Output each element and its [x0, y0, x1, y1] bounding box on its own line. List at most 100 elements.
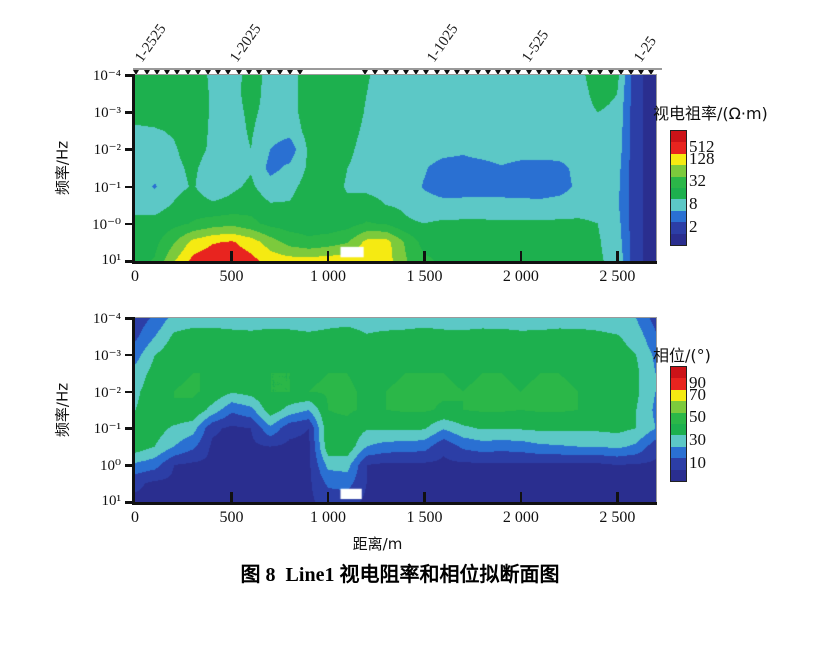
- y-tick-label: 10⁻¹: [93, 421, 121, 438]
- x-tick: [616, 251, 619, 261]
- station-label: 1-25: [630, 33, 660, 66]
- legend-tick-label: 10: [689, 452, 706, 472]
- apparent-resistivity-pseudosection-y-axis-title: 频率/Hz: [53, 140, 72, 196]
- phase-pseudosection-y-axis-title: 频率/Hz: [53, 382, 72, 438]
- station-tick-icon: [276, 70, 283, 75]
- phase-pseudosection-bottom-spine: [132, 502, 657, 505]
- y-tick-label: 10⁻²: [93, 142, 121, 159]
- phase-pseudosection-legend-title: 相位/(°): [653, 346, 711, 365]
- x-tick: [230, 251, 233, 261]
- apparent-resistivity-pseudosection-left-spine: [132, 74, 135, 264]
- x-tick: [519, 492, 523, 502]
- station-tick-icon: [164, 70, 171, 75]
- legend-tick-label: 128: [689, 148, 715, 168]
- resistivity-pseudosection: [135, 75, 656, 261]
- figure-caption: 图 8 Line1 视电阻率和相位拟断面图: [241, 558, 560, 587]
- legend-color-segment: [671, 367, 686, 379]
- station-tick-icon: [413, 70, 420, 75]
- phase-pseudosection-left-spine: [132, 317, 135, 505]
- y-tick-label: 10⁻¹: [93, 179, 121, 196]
- phase-pseudosection-top-frame: [135, 317, 657, 318]
- station-line: [133, 68, 662, 70]
- legend-color-segment: [671, 187, 686, 200]
- apparent-resistivity-pseudosection-legend-title: 视电祖率/(Ω·m): [653, 104, 768, 123]
- x-tick-label: 500: [219, 509, 244, 526]
- station-tick-icon: [194, 70, 201, 75]
- y-tick: [125, 427, 133, 430]
- phase-pseudosection: [135, 318, 656, 502]
- x-tick: [519, 251, 523, 261]
- station-tick-icon: [174, 70, 181, 75]
- station-tick-icon: [576, 70, 583, 75]
- legend-tick-label: 512: [689, 137, 715, 157]
- station-tick-icon: [245, 70, 252, 75]
- y-tick-label: 10¹: [101, 252, 122, 268]
- station-tick-icon: [402, 70, 409, 75]
- y-tick-label: 10⁻³: [93, 347, 121, 364]
- station-tick-icon: [505, 70, 512, 75]
- legend-color-segment: [671, 131, 686, 143]
- x-tick-label: 1 000: [309, 509, 346, 526]
- legend-tick-label: 90: [689, 373, 706, 393]
- legend-color-segment: [671, 469, 686, 481]
- x-tick-label: 1 500: [406, 509, 443, 526]
- station-tick-icon: [143, 70, 150, 75]
- station-tick-icon: [184, 70, 191, 75]
- station-tick-icon: [638, 70, 645, 75]
- x-tick: [423, 492, 426, 502]
- x-tick: [423, 251, 426, 261]
- x-tick-label: 500: [219, 268, 244, 285]
- y-tick-label: 10⁻⁴: [92, 68, 121, 84]
- legend-tick-label: 32: [689, 171, 706, 191]
- y-tick: [125, 148, 133, 151]
- legend-color-segment: [671, 389, 686, 402]
- station-tick-icon: [474, 70, 481, 75]
- legend-color-segment: [671, 412, 686, 424]
- legend-tick-label: 8: [689, 194, 698, 214]
- x-tick-label: 1 500: [406, 268, 443, 285]
- station-tick-icon: [392, 70, 399, 75]
- x-tick-label: 2 000: [502, 509, 539, 526]
- y-tick-label: 10¹: [101, 493, 122, 509]
- station-label: 1-525: [518, 27, 553, 66]
- legend-color-segment: [671, 458, 686, 470]
- station-tick-icon: [535, 70, 542, 75]
- y-tick: [125, 464, 133, 467]
- station-tick-icon: [423, 70, 430, 75]
- x-tick-label: 1 000: [309, 268, 346, 285]
- phase-pseudosection-right-frame: [656, 317, 657, 503]
- station-tick-icon: [627, 70, 634, 75]
- legend-tick-label: 30: [689, 430, 706, 450]
- caption-number: 图 8: [240, 564, 276, 586]
- legend-tick-label: 70: [689, 384, 706, 404]
- x-tick-label: 2 500: [599, 268, 636, 285]
- y-tick-label: 10⁰: [99, 458, 121, 475]
- legend-color-segment: [671, 401, 686, 413]
- apparent-resistivity-pseudosection-canvas: [135, 75, 656, 261]
- legend-color-segment: [671, 446, 686, 459]
- y-tick: [125, 390, 133, 394]
- legend-tick-label: 2: [689, 216, 698, 236]
- legend-color-segment: [671, 435, 686, 447]
- x-tick-label: 2 500: [599, 509, 636, 526]
- station-tick-icon: [515, 70, 522, 75]
- station-tick-icon: [495, 70, 502, 75]
- station-tick-icon: [362, 70, 369, 75]
- y-tick-label: 10⁻⁴: [92, 311, 121, 327]
- legend-color-segment: [671, 199, 686, 211]
- station-tick-icon: [464, 70, 471, 75]
- station-tick-icon: [297, 70, 304, 75]
- legend-color-segment: [671, 142, 686, 154]
- station-tick-icon: [372, 70, 379, 75]
- station-tick-icon: [597, 70, 604, 75]
- apparent-resistivity-pseudosection-legend-colorbar: [670, 130, 687, 246]
- y-tick: [125, 185, 133, 189]
- station-tick-icon: [205, 70, 212, 75]
- legend-color-segment: [671, 233, 686, 245]
- y-tick: [125, 501, 133, 504]
- station-label: 1-2525: [131, 21, 170, 66]
- y-tick: [125, 260, 133, 263]
- station-tick-icon: [235, 70, 242, 75]
- y-tick: [125, 111, 133, 114]
